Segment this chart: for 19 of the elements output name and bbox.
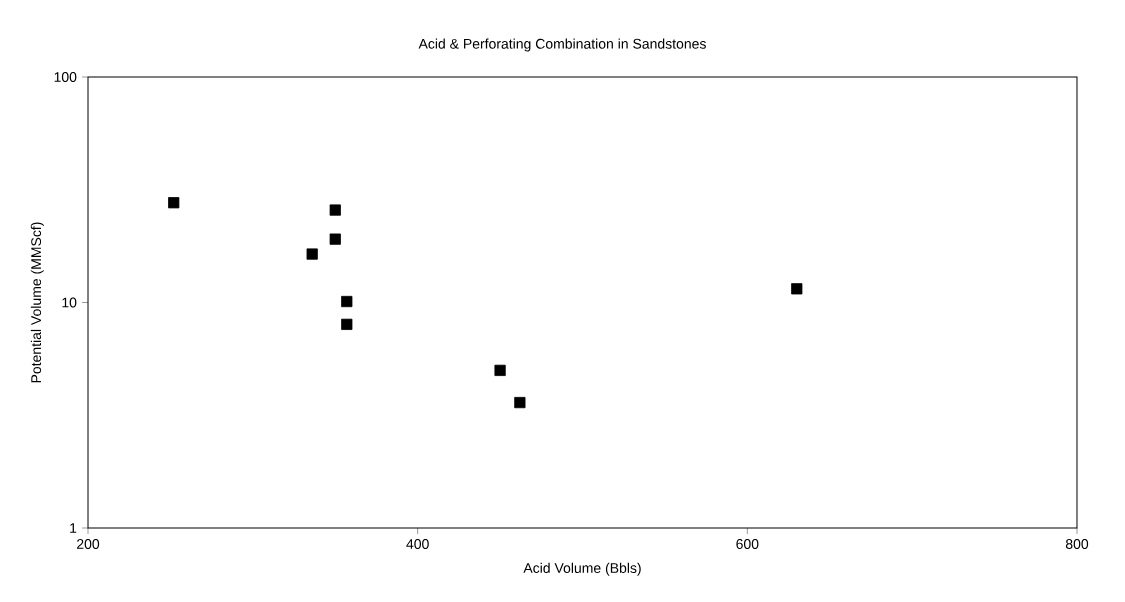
point	[514, 396, 526, 409]
x-tick-label: 800	[1065, 539, 1089, 549]
y-tick-label: 1	[70, 523, 77, 533]
x-tick-label: 200	[77, 539, 100, 549]
point	[168, 197, 180, 209]
x-axis-title: Acid Volume (Bbls)	[523, 562, 641, 576]
point	[306, 248, 318, 260]
point	[494, 364, 506, 376]
y-axis-title: Potential Volume (MMScf)	[30, 222, 44, 383]
point	[791, 283, 803, 295]
point	[329, 233, 341, 245]
point	[341, 318, 353, 330]
y-tick-label: 100	[54, 72, 77, 82]
x-tick-label: 400	[406, 539, 429, 549]
x-tick-label: 600	[736, 539, 759, 549]
y-tick-label: 10	[62, 297, 77, 308]
point	[341, 295, 353, 308]
chart-title: Acid & Perforating Combination in Sandstones	[418, 38, 706, 52]
point	[329, 204, 341, 216]
